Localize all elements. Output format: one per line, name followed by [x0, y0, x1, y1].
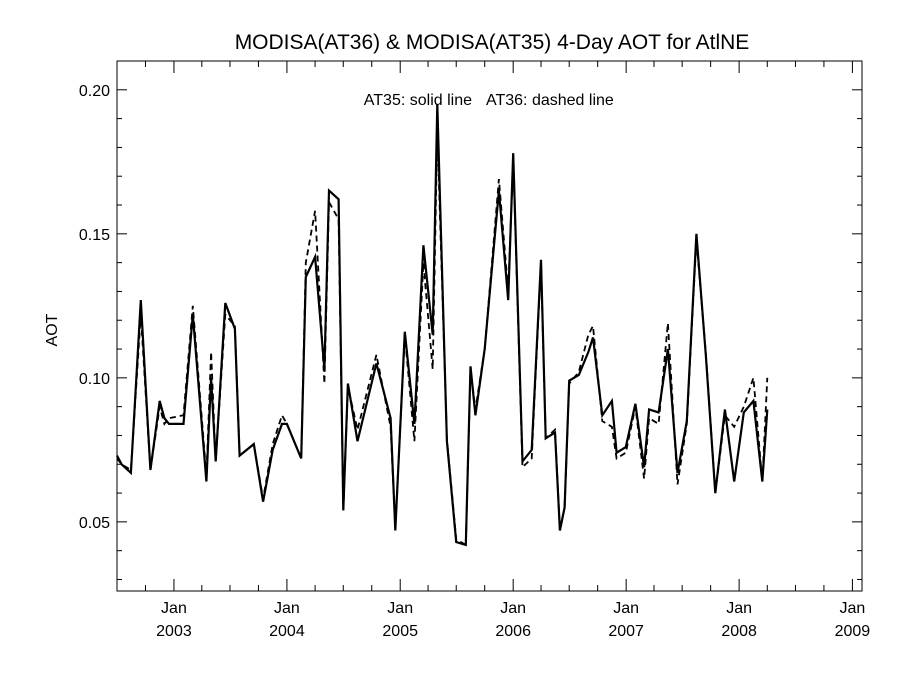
x-tick-label-year: 2009 — [835, 623, 871, 640]
x-tick-label-month: Jan — [387, 600, 413, 617]
legend-annotation-solid: AT35: solid line — [364, 92, 472, 109]
x-tick-label-month: Jan — [726, 600, 752, 617]
series-layer — [116, 104, 769, 547]
x-tick-label-month: Jan — [161, 600, 187, 617]
y-tick-label: 0.10 — [79, 371, 110, 388]
plot-frame — [116, 60, 863, 592]
series-line-at36 — [116, 130, 769, 547]
x-tick-label-year: 2004 — [269, 623, 305, 640]
y-tick-label: 0.05 — [79, 515, 110, 532]
x-tick-label-month: Jan — [613, 600, 639, 617]
y-tick-label: 0.15 — [79, 227, 110, 244]
x-tick-label-year: 2007 — [608, 623, 644, 640]
x-tick-label-year: 2005 — [382, 623, 418, 640]
y-axis-ticks: 0.05 0.10 0.15 0.20 — [79, 83, 862, 580]
series-line-at35 — [116, 104, 769, 547]
y-tick-label: 0.20 — [79, 83, 110, 100]
x-tick-label-year: 2003 — [156, 623, 192, 640]
x-tick-label-month: Jan — [840, 600, 866, 617]
x-tick-label-year: 2008 — [721, 623, 757, 640]
y-axis-label: AOT — [44, 313, 61, 346]
x-tick-label-month: Jan — [500, 600, 526, 617]
x-axis-ticks: Jan 2003 Jan 2004 Jan 2005 Jan 2006 Jan 2007 Jan 20… — [116, 61, 871, 640]
chart-title: MODISA(AT36) & MODISA(AT35) 4-Day AOT fo… — [235, 31, 750, 54]
x-tick-label-year: 2006 — [495, 623, 531, 640]
x-tick-label-month: Jan — [274, 600, 300, 617]
legend-annotation-dashed: AT36: dashed line — [486, 92, 614, 109]
